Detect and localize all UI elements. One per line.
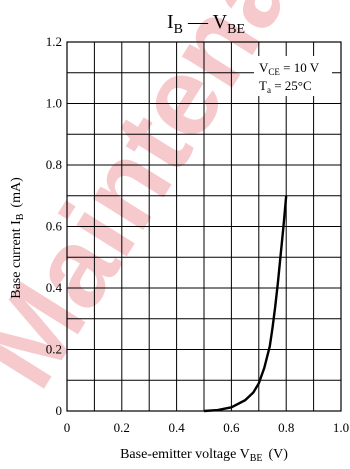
y-tick-label: 1.0 [46, 96, 62, 111]
annotation-ta-rest: = 25°C [271, 78, 312, 93]
y-tick-label: 1.2 [46, 34, 62, 49]
annotation-ta-text: T [259, 78, 267, 93]
y-axis-label-sub: B [15, 213, 26, 220]
annotation-vce: VCE = 10 V [259, 60, 320, 77]
x-tick-label: 0.4 [168, 420, 185, 435]
x-tick-labels: 0 0.2 0.4 0.6 0.8 1.0 [64, 420, 349, 435]
annotation-box [254, 56, 332, 96]
x-axis-label-sub: BE [250, 453, 263, 464]
x-tick-label: 0 [64, 420, 71, 435]
plot-grid [67, 42, 341, 411]
chart-title-sub-second: BE [227, 22, 245, 37]
y-tick-label: 0.6 [46, 219, 63, 234]
chart-title-main: I [167, 11, 174, 33]
x-axis-label-unit: (V) [268, 447, 288, 462]
x-tick-label: 0.6 [223, 420, 240, 435]
y-tick-label: 0.4 [46, 280, 63, 295]
y-axis-label-main: Base current I [9, 220, 24, 299]
annotation-vce-sub: CE [268, 67, 280, 77]
series-line [203, 195, 288, 413]
x-axis-label-main: Base-emitter voltage V [120, 447, 250, 462]
y-tick-label: 0 [56, 403, 63, 418]
y-tick-labels: 0 0.2 0.4 0.6 0.8 1.0 1.2 [46, 34, 63, 418]
x-tick-label: 1.0 [333, 420, 349, 435]
annotation-vce-rest: = 10 V [280, 60, 320, 75]
x-axis-label: Base-emitter voltage VBE (V) [120, 447, 288, 464]
y-tick-label: 0.8 [46, 157, 62, 172]
chart-title-sub-main: B [174, 22, 183, 37]
y-axis-label-unit: (mA) [9, 177, 24, 208]
annotation-ta-sub: a [267, 85, 271, 95]
chart-title-sep: — V [183, 11, 228, 33]
annotation-ta: Ta = 25°C [259, 78, 312, 95]
x-tick-label: 0.8 [278, 420, 294, 435]
chart-title: IB — VBE [167, 11, 245, 37]
x-tick-label: 0.2 [114, 420, 130, 435]
annotation-vce-text: V [259, 60, 269, 75]
y-tick-label: 0.2 [46, 342, 62, 357]
y-axis-label: Base current IB (mA) [9, 177, 26, 299]
